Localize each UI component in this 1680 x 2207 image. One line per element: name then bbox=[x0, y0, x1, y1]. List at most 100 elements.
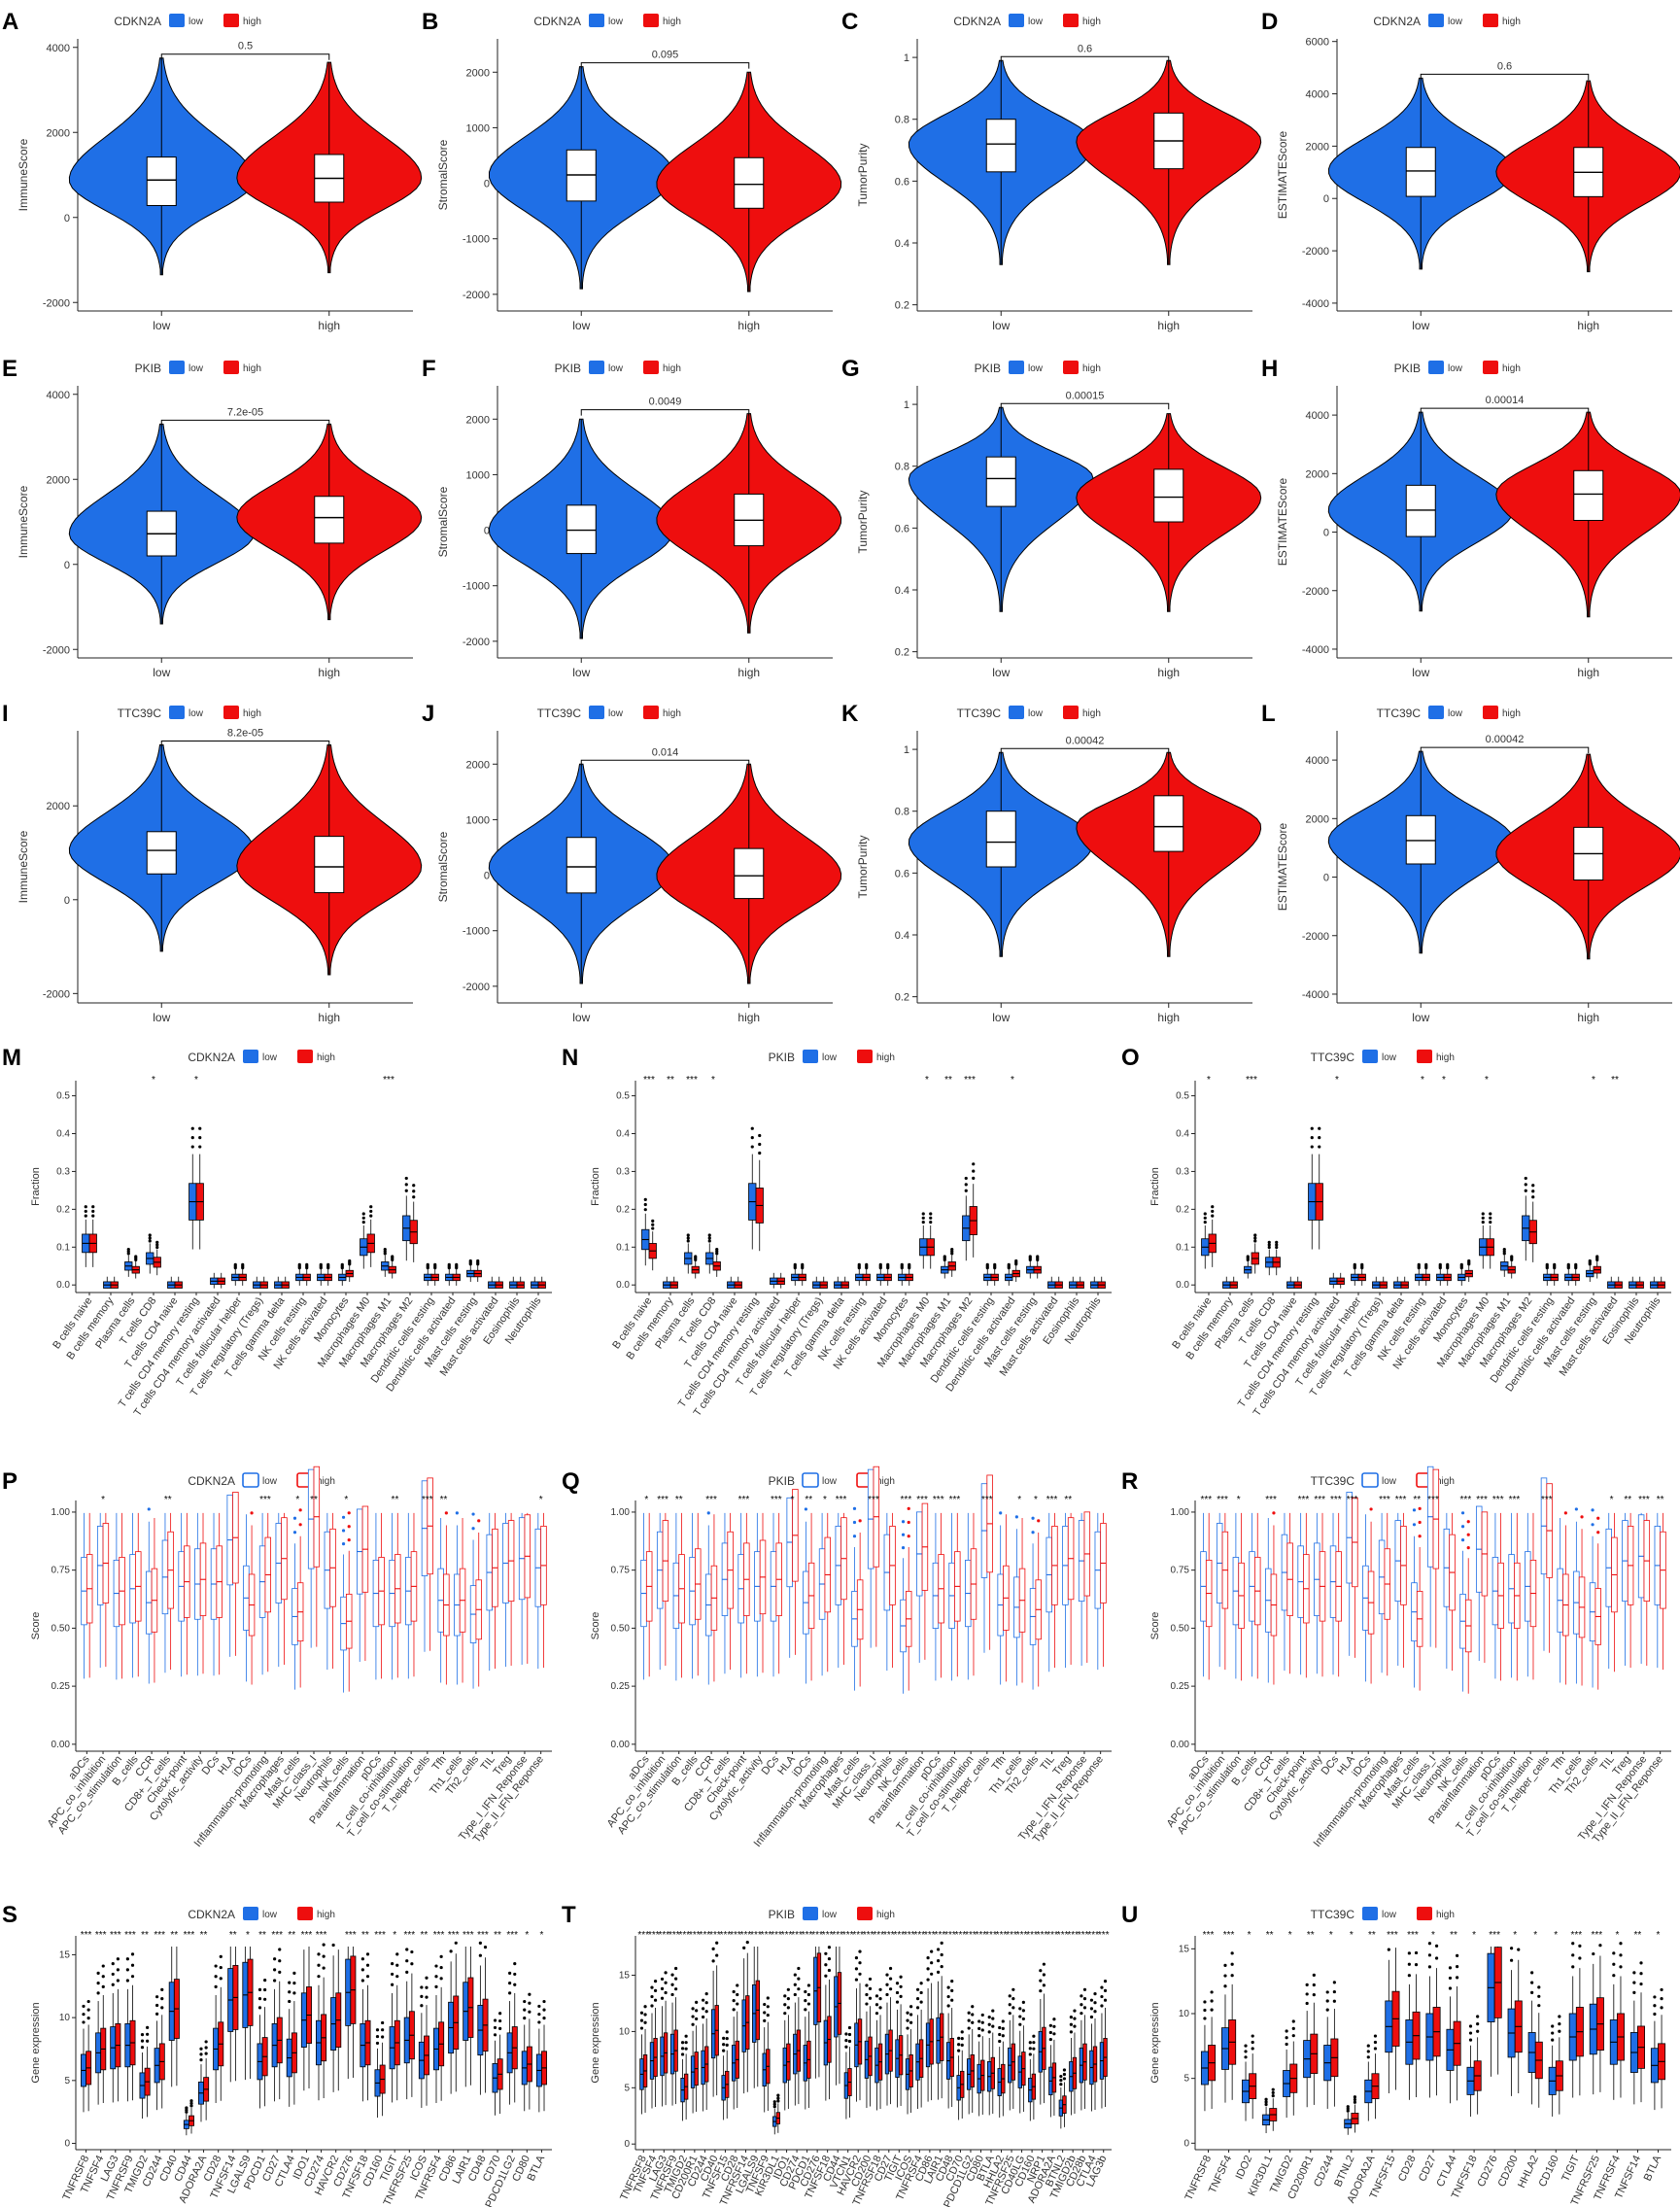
outlier-point bbox=[964, 1176, 968, 1181]
outlier-point bbox=[288, 1999, 291, 2004]
significance-mark: *** bbox=[964, 1075, 976, 1086]
significance-mark: *** bbox=[740, 1930, 752, 1941]
outlier-point bbox=[326, 1262, 330, 1266]
y-tick-label: -1000 bbox=[463, 926, 490, 938]
outlier-point bbox=[341, 1515, 346, 1519]
violin-panel-L: L TTC39C low high -4000 -2000 0 2000 4000 ESTIMAT… bbox=[1261, 701, 1680, 1024]
legend-high-label: high bbox=[317, 1476, 335, 1487]
significance-mark: *** bbox=[1460, 1495, 1472, 1505]
x-tick-label: high bbox=[1577, 666, 1599, 679]
outlier-point bbox=[991, 2017, 995, 2020]
significance-mark: *** bbox=[705, 1495, 717, 1505]
y-tick-label: -2000 bbox=[463, 290, 490, 301]
outlier-point bbox=[498, 2012, 502, 2016]
significance-mark: *** bbox=[771, 1495, 782, 1505]
significance-mark: * bbox=[1288, 1930, 1292, 1941]
outlier-point bbox=[365, 1963, 370, 1967]
outlier-point bbox=[1509, 1958, 1514, 1962]
significance-mark: *** bbox=[836, 1495, 847, 1505]
significance-mark: *** bbox=[791, 1930, 803, 1941]
outlier-point bbox=[219, 1977, 223, 1981]
outlier-point bbox=[447, 1262, 451, 1266]
outlier-point bbox=[84, 1205, 87, 1209]
outlier-point bbox=[921, 1216, 925, 1220]
y-tick-label: 2000 bbox=[1306, 468, 1329, 480]
outlier-point bbox=[1530, 1981, 1534, 1984]
panel-label: F bbox=[422, 356, 436, 382]
outlier-point bbox=[643, 2005, 647, 2009]
outlier-point bbox=[1039, 1979, 1043, 1983]
outlier-point bbox=[375, 2034, 380, 2039]
outlier-point bbox=[732, 2008, 736, 2012]
significance-mark: * bbox=[791, 1495, 795, 1505]
significance-mark: *** bbox=[1006, 1930, 1017, 1941]
legend-gene-title: CDKN2A bbox=[1373, 15, 1421, 28]
outlier-point bbox=[204, 2046, 208, 2050]
legend-high-label: high bbox=[663, 708, 681, 719]
panel-label: P bbox=[2, 1468, 17, 1495]
outlier-point bbox=[852, 1506, 857, 1510]
outlier-point bbox=[957, 2036, 961, 2040]
outlier-point bbox=[1466, 1533, 1470, 1536]
panel-label: R bbox=[1121, 1468, 1138, 1495]
outlier-point bbox=[1253, 1233, 1257, 1237]
outlier-point bbox=[86, 2008, 90, 2012]
panel-label: I bbox=[2, 701, 9, 727]
outlier-point bbox=[391, 1962, 394, 1966]
outlier-point bbox=[361, 1216, 365, 1220]
outlier-point bbox=[155, 1240, 159, 1244]
outlier-point bbox=[1100, 1985, 1104, 1989]
outlier-point bbox=[674, 1966, 678, 1971]
outlier-point bbox=[1460, 1525, 1465, 1529]
outlier-point bbox=[736, 1983, 739, 1987]
outlier-point bbox=[199, 2047, 203, 2051]
outlier-point bbox=[434, 1984, 438, 1989]
outlier-point bbox=[455, 1262, 459, 1266]
outlier-point bbox=[940, 1965, 943, 1969]
outlier-point bbox=[722, 2036, 726, 2040]
significance-mark: *** bbox=[1265, 1495, 1277, 1505]
outlier-point bbox=[1271, 2094, 1275, 2098]
outlier-point bbox=[664, 1981, 668, 1984]
outlier-point bbox=[1069, 2022, 1073, 2026]
outlier-point bbox=[651, 1223, 655, 1226]
pvalue-label: 8.2e-05 bbox=[227, 727, 263, 739]
outlier-point bbox=[964, 1189, 968, 1192]
outlier-point bbox=[1203, 1216, 1207, 1220]
outlier-point bbox=[643, 1202, 647, 1207]
outlier-point bbox=[140, 2039, 145, 2043]
outlier-point bbox=[433, 1262, 437, 1266]
legend-low-swatch bbox=[589, 706, 604, 719]
outlier-point bbox=[707, 1236, 711, 1240]
outlier-point bbox=[383, 1248, 387, 1252]
y-axis-title: StromalScore bbox=[436, 486, 450, 557]
outlier-point bbox=[804, 2008, 807, 2012]
outlier-point bbox=[155, 2012, 159, 2016]
significance-mark: * bbox=[1335, 1075, 1339, 1086]
outlier-point bbox=[1592, 1951, 1595, 1956]
outlier-point bbox=[1639, 1982, 1643, 1986]
y-axis-title: ImmuneScore bbox=[17, 830, 30, 903]
outlier-point bbox=[1021, 2000, 1025, 2004]
outlier-point bbox=[937, 1959, 941, 1963]
outlier-point bbox=[763, 2002, 767, 2007]
y-tick-label: 15 bbox=[1179, 1944, 1190, 1954]
outlier-point bbox=[263, 1997, 267, 2001]
outlier-point bbox=[1203, 2008, 1207, 2013]
outlier-point bbox=[1042, 1962, 1046, 1966]
violin-box-high bbox=[314, 836, 345, 894]
significance-mark: *** bbox=[345, 1930, 357, 1941]
y-tick-label: 1.00 bbox=[1171, 1507, 1190, 1518]
outlier-point bbox=[381, 2020, 385, 2025]
y-tick-label: 2000 bbox=[47, 474, 70, 486]
pvalue-label: 0.00042 bbox=[1066, 735, 1105, 746]
outlier-point bbox=[783, 1994, 787, 1998]
outlier-point bbox=[1456, 1953, 1459, 1957]
violin-box-low bbox=[146, 831, 177, 875]
outlier-point bbox=[1223, 1963, 1227, 1967]
legend-high-swatch bbox=[857, 1050, 873, 1063]
legend-gene-title: CDKN2A bbox=[533, 15, 581, 28]
outlier-point bbox=[793, 1992, 797, 1997]
y-tick-label: 0.0 bbox=[1176, 1280, 1189, 1291]
panel-label: M bbox=[2, 1045, 21, 1071]
